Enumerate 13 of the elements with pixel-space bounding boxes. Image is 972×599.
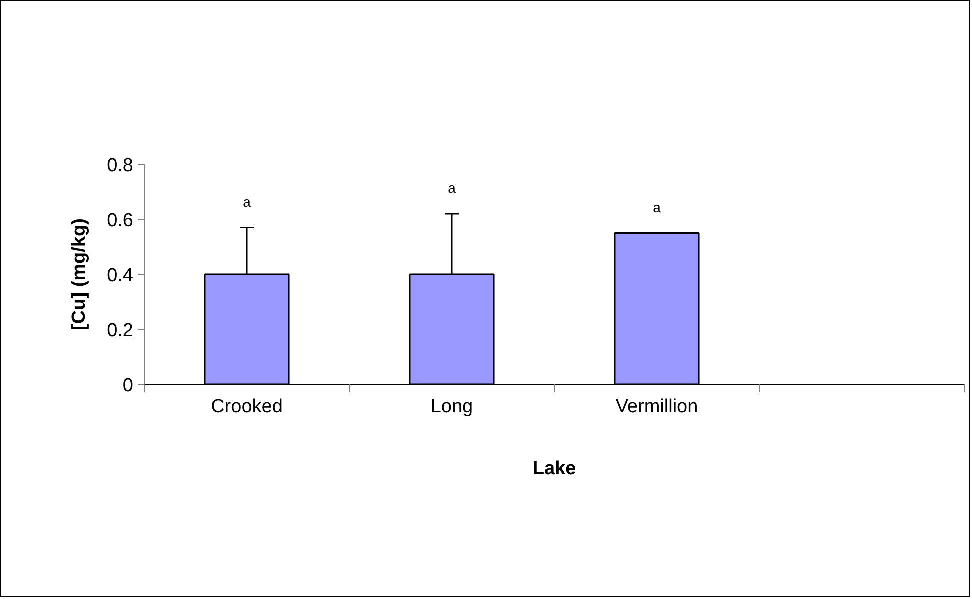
- annotation: a: [243, 194, 252, 210]
- x-tick-label: Crooked: [211, 396, 283, 418]
- y-tick-label: 0: [122, 376, 134, 396]
- x-tick-label: Vermillion: [616, 396, 698, 418]
- annotation: a: [653, 199, 662, 216]
- x-axis-title: Lake: [532, 458, 576, 480]
- y-tick-label: 0.6: [107, 210, 134, 232]
- annotation: a: [448, 180, 456, 196]
- y-tick-label: 0.8: [107, 156, 134, 176]
- y-tick-label: 0.4: [107, 266, 134, 286]
- y-tick-label: 0.2: [107, 320, 134, 342]
- y-axis-title: [Cu] (mg/kg): [69, 218, 90, 330]
- x-tick-label: Long: [430, 396, 474, 418]
